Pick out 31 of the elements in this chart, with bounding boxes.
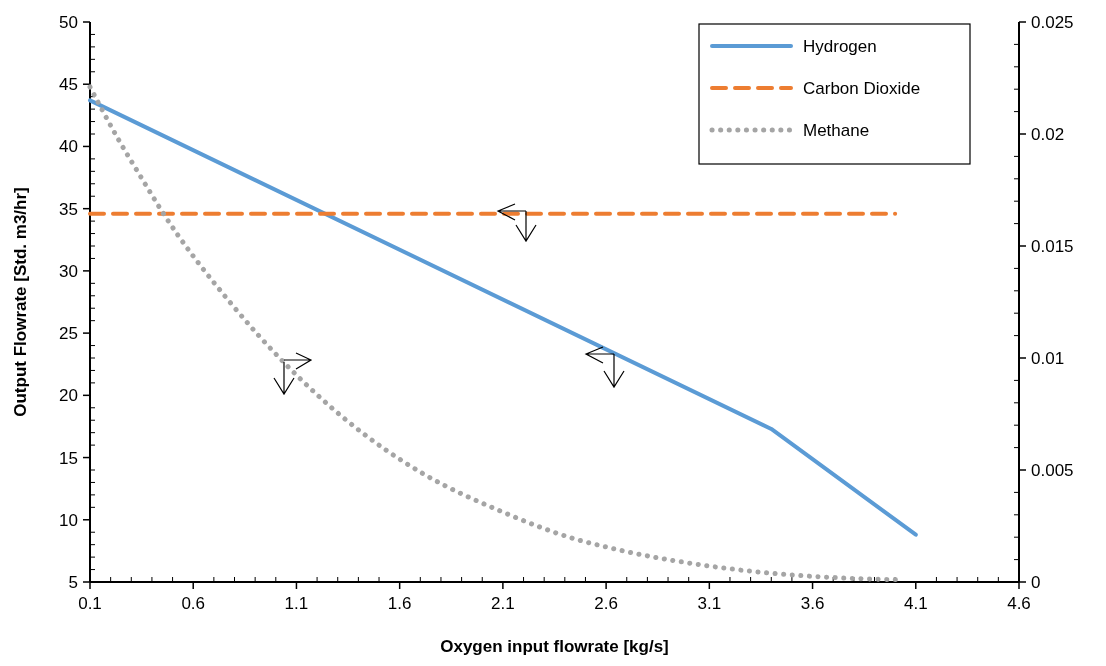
x-tick-label: 2.6 xyxy=(594,594,618,613)
y2-tick-label: 0.005 xyxy=(1031,460,1074,480)
y-tick-label: 10 xyxy=(59,510,78,530)
legend-label: Hydrogen xyxy=(803,36,877,56)
x-tick-label: 0.1 xyxy=(78,594,102,613)
y-tick-label: 45 xyxy=(59,75,78,95)
legend-label: Methane xyxy=(803,120,870,140)
y-tick-label: 30 xyxy=(59,261,78,281)
y-tick-label: 35 xyxy=(59,199,78,219)
x-tick-label: 1.6 xyxy=(387,594,412,613)
y-tick-label: 40 xyxy=(59,137,78,157)
x-tick-label: 4.6 xyxy=(1007,594,1031,613)
y2-tick-label: 0.01 xyxy=(1031,348,1065,368)
y-tick-label: 50 xyxy=(59,12,78,32)
x-tick-label: 3.6 xyxy=(800,594,825,613)
y-tick-label: 20 xyxy=(59,386,78,406)
y2-tick-label: 0.015 xyxy=(1031,236,1074,256)
x-axis-title: Oxygen input flowrate [kg/s] xyxy=(440,637,669,656)
x-tick-label: 3.1 xyxy=(697,594,722,613)
legend-label: Carbon Dioxide xyxy=(803,78,921,98)
y-tick-label: 5 xyxy=(68,572,78,592)
x-tick-label: 2.1 xyxy=(491,594,515,613)
y-axis-title: Output Flowrate [Std. m3/hr] xyxy=(11,187,30,417)
x-tick-label: 4.1 xyxy=(903,594,928,613)
x-tick-label: 0.6 xyxy=(181,594,206,613)
y-tick-label: 25 xyxy=(59,324,78,344)
y2-tick-label: 0 xyxy=(1031,572,1041,592)
y2-tick-label: 0.02 xyxy=(1031,124,1065,144)
y2-tick-label: 0.025 xyxy=(1031,12,1074,32)
x-tick-label: 1.1 xyxy=(284,594,309,613)
y-tick-label: 15 xyxy=(59,448,78,468)
